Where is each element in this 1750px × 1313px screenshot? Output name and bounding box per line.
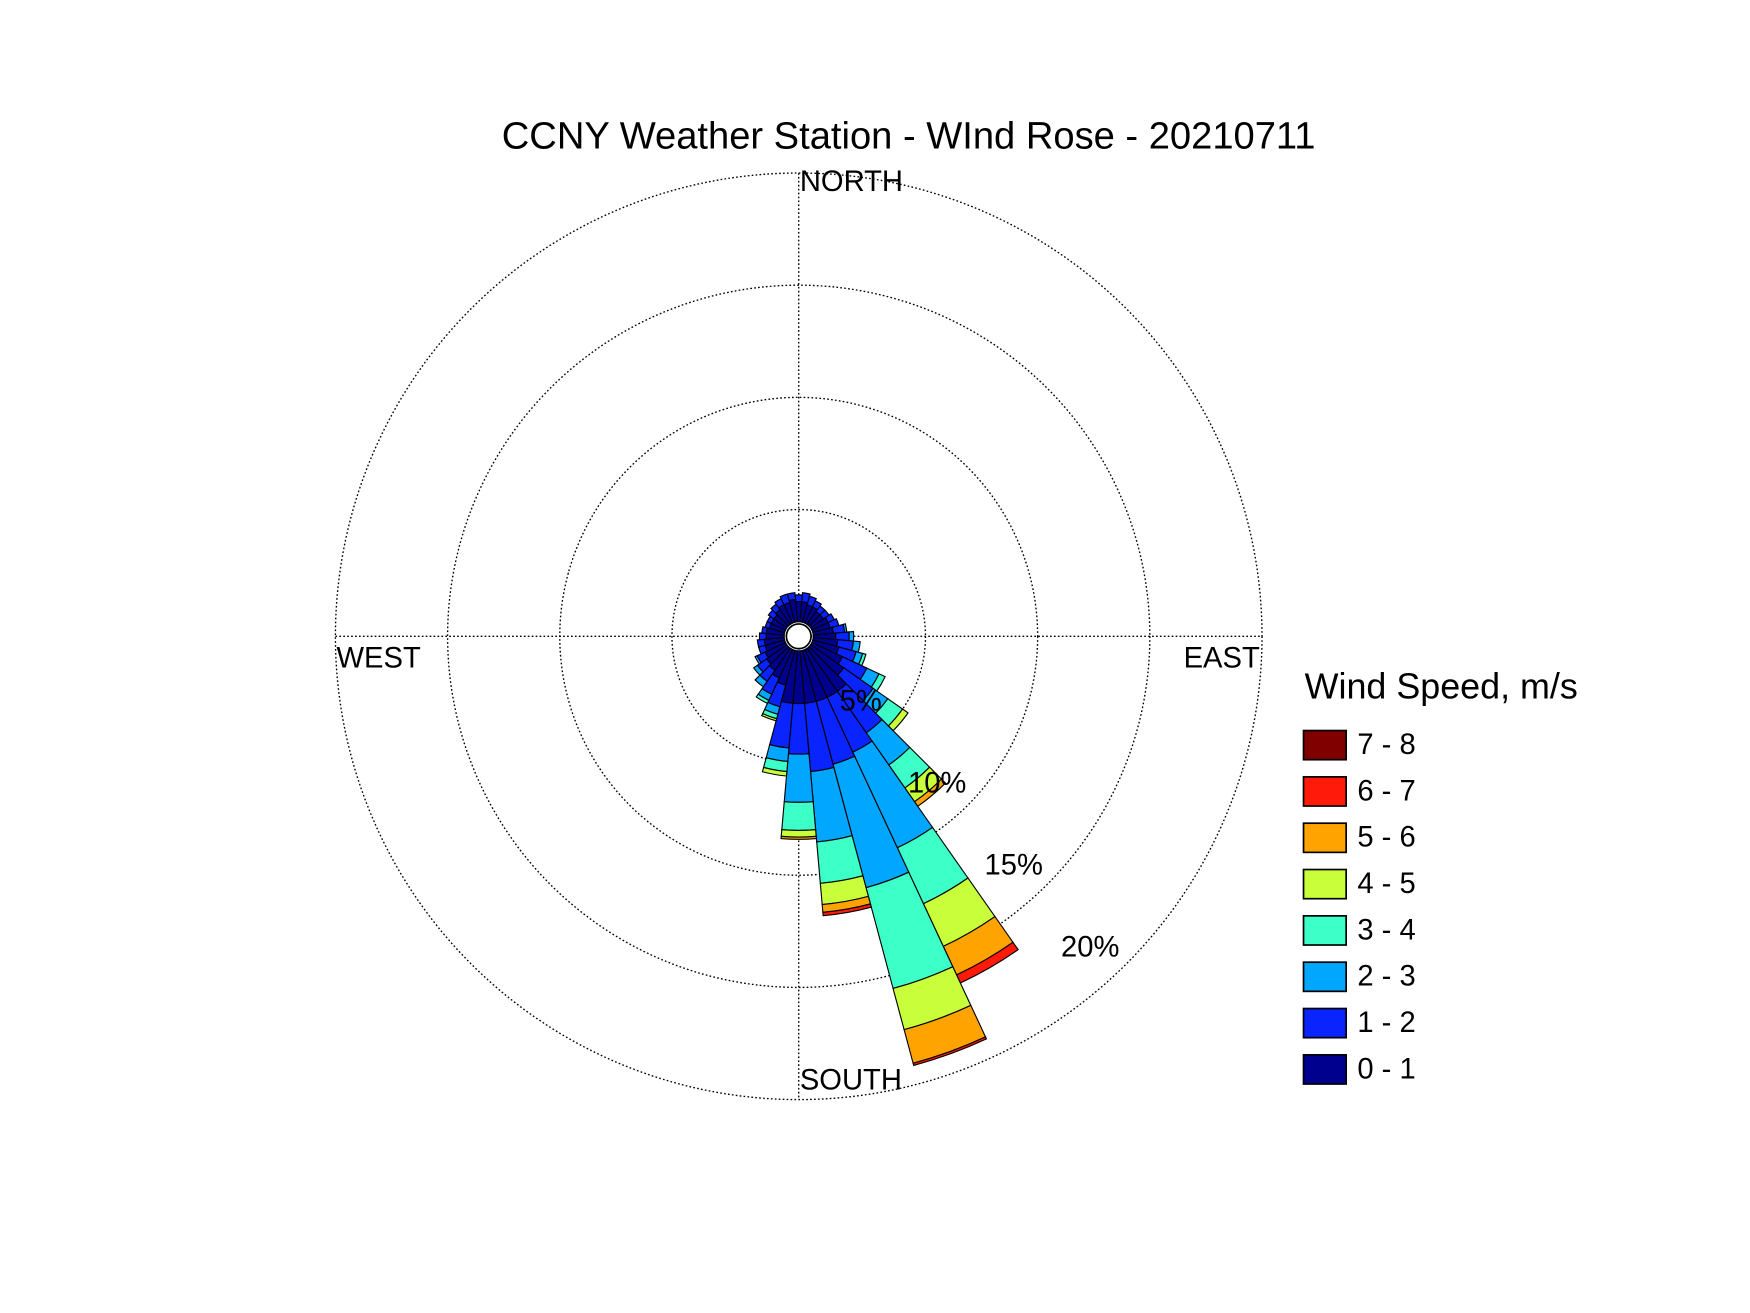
wedge [786, 592, 797, 602]
wedge [752, 664, 764, 676]
wedge [794, 594, 803, 603]
wedge [761, 626, 768, 635]
wedge [781, 801, 817, 831]
legend-label: 1 - 2 [1357, 1007, 1415, 1039]
wedge [780, 835, 818, 840]
grid-ring [334, 172, 1263, 1101]
wedge [756, 638, 766, 648]
wedge [760, 712, 778, 722]
legend-label: 4 - 5 [1357, 868, 1415, 900]
r-tick-label: 10% [908, 768, 966, 800]
legend-label: 7 - 8 [1357, 729, 1415, 761]
legend-swatch [1302, 961, 1347, 993]
legend-swatch [1302, 868, 1347, 900]
legend-swatch [1302, 1007, 1347, 1039]
wedge [780, 829, 817, 838]
legend-label: 2 - 3 [1357, 961, 1415, 993]
compass-label: SOUTH [800, 1064, 902, 1096]
wedge [822, 903, 872, 917]
chart-title: CCNY Weather Station - WInd Rose - 20210… [502, 114, 1316, 157]
compass-label: EAST [1184, 643, 1260, 675]
legend-label: 0 - 1 [1357, 1053, 1415, 1085]
legend-label: 6 - 7 [1357, 775, 1415, 807]
wedge [806, 595, 818, 608]
wedge [754, 674, 768, 688]
legend-swatch [1302, 1054, 1347, 1085]
legend-swatch [1302, 822, 1347, 854]
r-tick-label: 15% [985, 850, 1043, 882]
wedge [811, 599, 823, 611]
wedge [783, 753, 814, 803]
legend-swatch [1302, 776, 1347, 807]
legend-label: 3 - 4 [1357, 914, 1415, 946]
center-hole [785, 623, 812, 650]
legend-title: Wind Speed, m/s [1305, 667, 1578, 707]
compass-label: WEST [337, 643, 421, 675]
wedge [848, 630, 855, 642]
wedge [754, 654, 762, 665]
legend-swatch [1302, 915, 1347, 946]
r-tick-label: 5% [840, 685, 882, 717]
legend-label: 5 - 6 [1357, 822, 1415, 854]
wedge [761, 766, 788, 777]
wedge [758, 632, 767, 641]
r-tick-label: 20% [1061, 932, 1119, 964]
legend-swatch [1302, 729, 1347, 761]
compass-label: NORTH [800, 166, 903, 198]
wedge [912, 1036, 988, 1067]
petals [752, 592, 1019, 1067]
